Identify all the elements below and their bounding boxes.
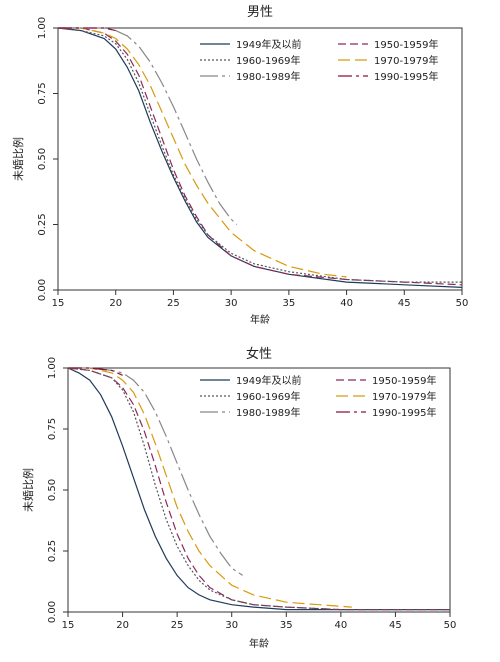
series-line-1 <box>58 27 463 286</box>
y-tick-label: 0.75 <box>47 418 58 440</box>
series-line-5 <box>68 367 123 376</box>
chart-1: 女性 15 20 25 30 35 40 45 50 0.00 0.25 0.50 0.75 1.00 年龄… <box>21 346 456 650</box>
legend-label: 1970-1979年 <box>374 54 439 67</box>
chart-title: 男性 <box>247 5 273 20</box>
x-axis-label: 年龄 <box>250 313 270 326</box>
y-tick-label: 0.00 <box>47 601 58 623</box>
y-tick-label: 0.25 <box>37 213 48 235</box>
x-tick-label: 20 <box>116 620 129 631</box>
x-tick-label: 45 <box>398 298 411 309</box>
legend-label: 1980-1989年 <box>236 406 301 419</box>
legend: 1949年及以前 1950-1959年 1960-1969年 1970-1979年 19… <box>200 374 437 419</box>
x-tick-label: 15 <box>62 620 75 631</box>
plot-frame <box>67 367 451 613</box>
x-tick-label: 25 <box>171 620 184 631</box>
x-tick-label: 35 <box>282 298 295 309</box>
y-tick-label: 1.00 <box>37 17 48 39</box>
series-line-3 <box>68 367 352 608</box>
plot-frame <box>57 27 463 291</box>
series-line-4 <box>68 367 243 576</box>
y-tick-label: 0.25 <box>47 540 58 562</box>
series-line-3 <box>58 27 347 278</box>
legend-label: 1950-1959年 <box>374 38 439 51</box>
y-tick-label: 1.00 <box>47 357 58 379</box>
x-tick-label: 30 <box>225 620 238 631</box>
series-line-4 <box>58 27 238 225</box>
y-tick-label: 0.00 <box>37 279 48 301</box>
x-tick-label: 30 <box>225 298 238 309</box>
x-tick-label: 45 <box>389 620 402 631</box>
x-tick-label: 50 <box>444 620 457 631</box>
legend-label: 1950-1959年 <box>372 374 437 387</box>
legend-label: 1980-1989年 <box>236 70 301 83</box>
series-line-5 <box>58 27 116 32</box>
series-line-2 <box>57 27 462 283</box>
series-line-0 <box>67 367 450 611</box>
y-tick-label: 0.75 <box>37 82 48 104</box>
legend-label: 1960-1969年 <box>236 390 301 403</box>
x-tick-label: 50 <box>456 298 469 309</box>
y-tick-label: 0.50 <box>37 148 48 170</box>
legend-label: 1990-1995年 <box>374 70 439 83</box>
x-tick-label: 25 <box>167 298 180 309</box>
x-tick-label: 20 <box>109 298 122 309</box>
x-tick-label: 15 <box>52 298 65 309</box>
y-axis-label: 未婚比例 <box>21 468 35 512</box>
legend-label: 1960-1969年 <box>236 54 301 67</box>
y-tick-label: 0.50 <box>47 479 58 501</box>
y-axis-label: 未婚比例 <box>11 137 25 181</box>
legend: 1949年及以前 1950-1959年 1960-1969年 1970-1979年 19… <box>200 38 439 83</box>
chart-0: 男性 15 20 25 30 35 40 45 50 0.00 0.25 0.50 0.75 1.00 年龄… <box>11 5 468 326</box>
x-tick-label: 40 <box>334 620 347 631</box>
x-tick-label: 40 <box>340 298 353 309</box>
legend-label: 1949年及以前 <box>236 38 301 51</box>
legend-label: 1949年及以前 <box>236 374 301 387</box>
series-line-1 <box>67 367 450 611</box>
series-line-2 <box>67 367 450 611</box>
x-axis-label: 年龄 <box>249 637 269 650</box>
x-tick-label: 35 <box>280 620 293 631</box>
chart-title: 女性 <box>246 346 272 362</box>
legend-label: 1970-1979年 <box>372 390 437 403</box>
legend-label: 1990-1995年 <box>372 406 437 419</box>
